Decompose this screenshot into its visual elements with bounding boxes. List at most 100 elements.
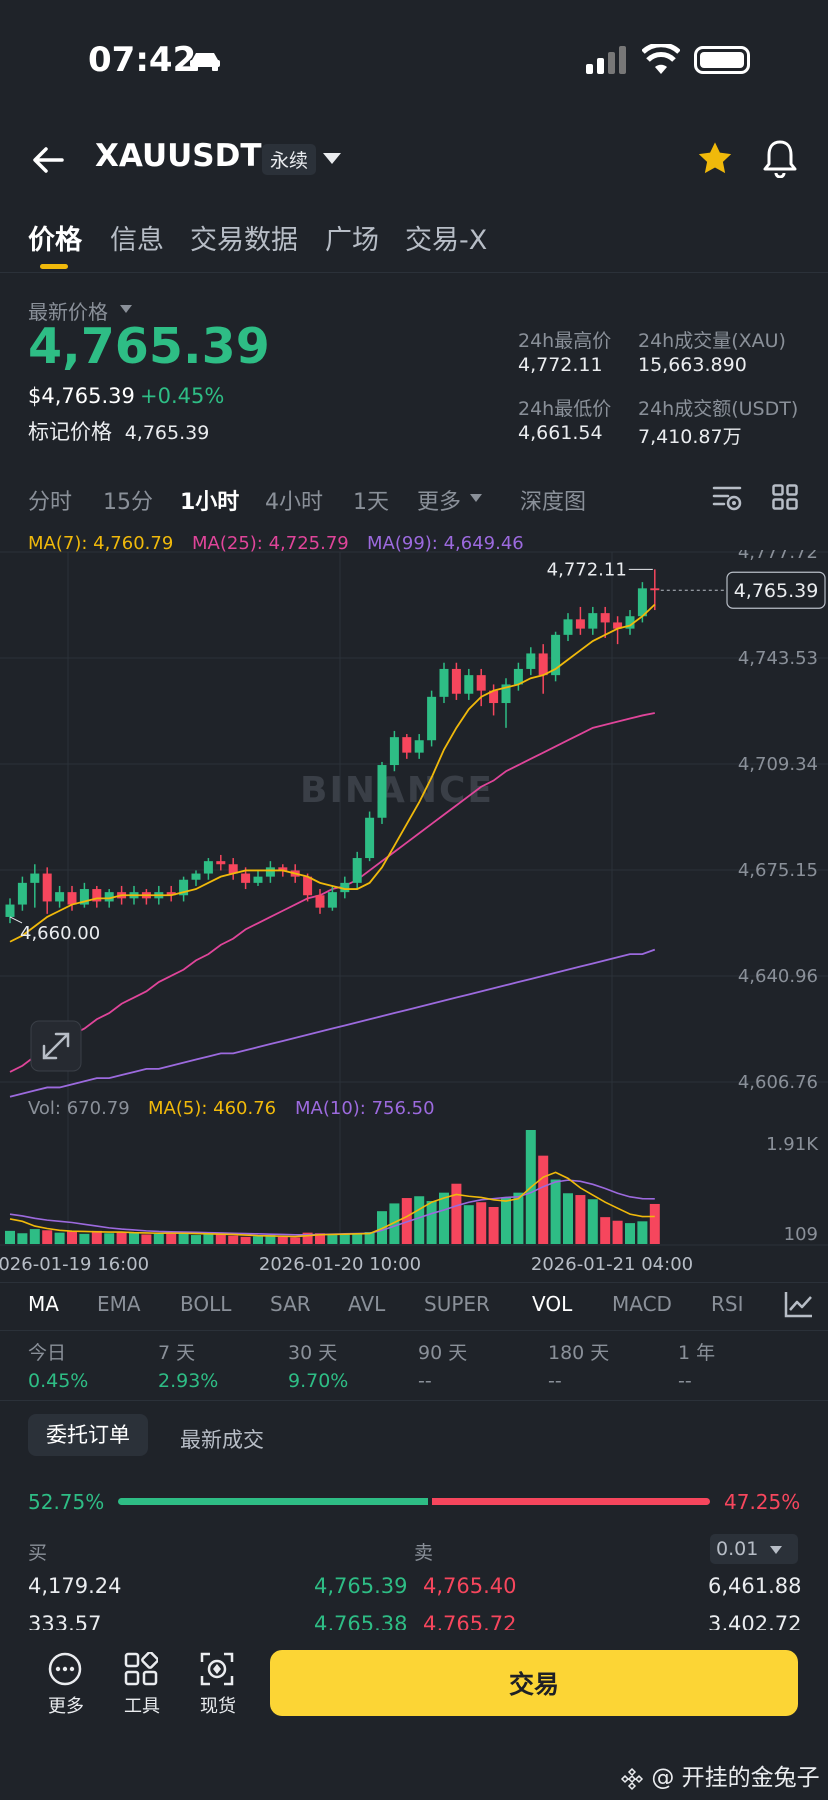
candle	[179, 879, 189, 896]
candle	[30, 873, 40, 883]
indicator-sar[interactable]: SAR	[270, 1292, 311, 1316]
candle	[79, 889, 89, 905]
spot-label[interactable]: 现货	[200, 1696, 236, 1717]
trade-button[interactable]: 交易	[270, 1650, 798, 1716]
volume-bar	[612, 1220, 623, 1244]
ma7-legend: MA(7): 4,760.79	[28, 533, 174, 554]
last-price-dropdown-icon[interactable]	[120, 305, 132, 313]
y-axis-label: 4,777.72	[738, 550, 818, 563]
last-price: 4,765.39	[28, 318, 270, 375]
tab-trade-x[interactable]: 交易-X	[405, 225, 488, 256]
candle	[625, 616, 635, 629]
candle	[278, 867, 288, 871]
indicator-rsi[interactable]: RSI	[711, 1292, 744, 1316]
tools-icon[interactable]	[124, 1652, 158, 1686]
ask-price-1[interactable]: 4,765.40	[423, 1574, 517, 1598]
buy-ratio: 52.75%	[28, 1490, 105, 1514]
tab-trading-data[interactable]: 交易数据	[190, 225, 298, 256]
last-price-label[interactable]: 最新价格	[28, 300, 108, 324]
perf-30d-value: 9.70%	[288, 1370, 349, 1392]
layout-grid-icon[interactable]	[772, 484, 798, 510]
interval-1h[interactable]: 1小时	[180, 490, 240, 515]
tab-order-book[interactable]: 委托订单	[28, 1414, 148, 1456]
candle	[650, 588, 660, 591]
indicator-avl[interactable]: AVL	[348, 1292, 386, 1316]
candle	[538, 653, 548, 676]
more-dots-icon[interactable]	[48, 1652, 82, 1686]
y-axis-label: 4,640.96	[738, 966, 818, 987]
indicator-macd[interactable]: MACD	[612, 1292, 672, 1316]
candle	[55, 892, 65, 902]
bell-icon[interactable]	[762, 138, 798, 178]
candle	[241, 873, 251, 883]
indicator-ema[interactable]: EMA	[97, 1292, 141, 1316]
tab-recent-trades[interactable]: 最新成交	[180, 1428, 264, 1452]
more-dropdown-icon[interactable]	[470, 494, 482, 502]
bid-qty-1[interactable]: 4,179.24	[28, 1574, 122, 1598]
contract-tag: 永续	[262, 144, 317, 175]
bid-price-1[interactable]: 4,765.39	[314, 1574, 408, 1598]
volume-bar	[488, 1206, 499, 1244]
candle	[501, 684, 511, 704]
high-label: 24h最高价	[518, 330, 612, 352]
volume-axis-label: 1.91K	[766, 1134, 819, 1155]
ask-qty-1[interactable]: 6,461.88	[708, 1574, 802, 1598]
vol-ma10-legend: MA(10): 756.50	[295, 1098, 435, 1119]
amount-label: 24h成交额(USDT)	[638, 398, 799, 420]
step-dropdown-icon[interactable]	[770, 1546, 782, 1554]
indicator-super[interactable]: SUPER	[424, 1292, 490, 1316]
price-step-select[interactable]: 0.01	[710, 1534, 798, 1564]
symbol-dropdown-icon[interactable]	[323, 153, 341, 164]
volume-bar	[29, 1229, 40, 1244]
candle	[228, 864, 238, 874]
tab-square[interactable]: 广场	[325, 225, 379, 256]
perf-180d-label: 180 天	[548, 1342, 610, 1364]
volume-bar	[513, 1192, 524, 1244]
interval-more[interactable]: 更多	[417, 490, 462, 515]
candle	[216, 861, 226, 865]
interval-15m[interactable]: 15分	[103, 490, 153, 515]
volume-bar	[104, 1233, 115, 1244]
kline-chart[interactable]: BINANCE 4,777.72 4,743.53 4,709.34 4,675.15…	[0, 550, 828, 1280]
symbol-title[interactable]: XAUUSDT	[95, 138, 262, 174]
back-arrow-icon[interactable]	[28, 140, 68, 180]
tab-price[interactable]: 价格	[28, 225, 82, 256]
mark-price-value: 4,765.39	[124, 422, 210, 444]
volume-bar	[587, 1199, 598, 1244]
indicator-settings-icon[interactable]	[712, 484, 742, 512]
candle	[600, 613, 610, 623]
interval-4h[interactable]: 4小时	[265, 490, 323, 515]
tabs-divider	[0, 272, 828, 273]
candle	[191, 873, 201, 880]
interval-1d[interactable]: 1天	[353, 490, 389, 515]
favorite-star-icon[interactable]	[696, 140, 734, 178]
spot-icon[interactable]	[200, 1652, 234, 1686]
volume-label: 24h成交量(XAU)	[638, 330, 786, 352]
indicator-vol[interactable]: VOL	[532, 1292, 573, 1316]
depth-chart-tab[interactable]: 深度图	[520, 490, 587, 515]
interval-line[interactable]: 分时	[28, 490, 73, 515]
mark-price: 标记价格 4,765.39	[28, 416, 209, 446]
expand-icon[interactable]	[30, 1020, 82, 1072]
tab-info[interactable]: 信息	[110, 225, 164, 256]
volume-bar	[191, 1235, 201, 1244]
perf-7d-value: 2.93%	[158, 1370, 219, 1392]
indicator-boll[interactable]: BOLL	[180, 1292, 232, 1316]
candle	[377, 765, 387, 818]
chart-style-icon[interactable]	[784, 1290, 814, 1318]
usd-price: $4,765.39	[28, 384, 135, 408]
volume-bar	[414, 1196, 425, 1244]
indicator-ma[interactable]: MA	[28, 1292, 59, 1316]
volume-bar	[439, 1192, 449, 1244]
candle	[265, 867, 275, 877]
y-axis-label: 4,743.53	[738, 648, 818, 669]
volume-bar	[649, 1203, 660, 1244]
tools-label[interactable]: 工具	[124, 1696, 160, 1717]
more-label[interactable]: 更多	[48, 1696, 84, 1717]
candle	[489, 690, 499, 704]
candle	[588, 613, 598, 629]
car-icon	[190, 53, 220, 71]
volume-bar	[637, 1221, 648, 1244]
buy-ratio-bar	[118, 1498, 429, 1505]
volume-bar	[290, 1237, 301, 1244]
